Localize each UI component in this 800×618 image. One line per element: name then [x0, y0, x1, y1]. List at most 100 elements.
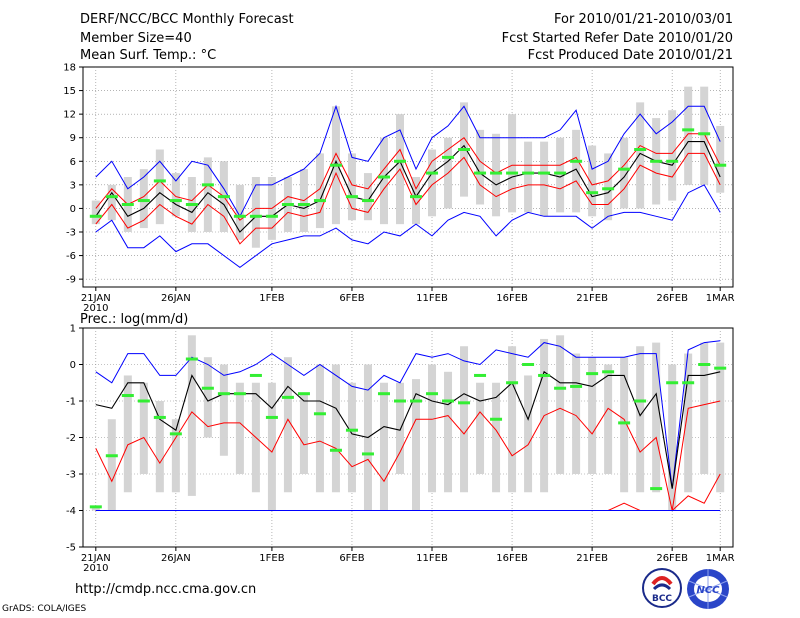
footer-url[interactable]: http://cmdp.ncc.cma.gov.cn [75, 582, 257, 597]
temp-ytick-label: 3 [70, 180, 76, 191]
prec-spread-box [139, 382, 148, 474]
prec-spread-box [235, 382, 244, 474]
temp-mean-line [95, 141, 721, 233]
temp-xtick-label: 26JAN [161, 293, 191, 304]
prec-spread-box [460, 346, 469, 493]
temp-obs-marker [345, 195, 358, 199]
temp-spread-box [155, 149, 164, 225]
temp-spread-box [315, 153, 324, 229]
temp-obs-marker [490, 171, 503, 175]
temp-ytick-label: -3 [66, 228, 76, 239]
temp-obs-marker [377, 175, 390, 179]
member-size: Member Size=40 [80, 31, 192, 46]
prec-obs-marker [714, 366, 727, 370]
prec-xtick-label: 21FEB [576, 553, 608, 564]
prec-spread-box [508, 346, 517, 493]
temp-obs-marker [634, 148, 647, 151]
temp-spread-box [684, 86, 693, 185]
forecast-period: For 2010/01/21-2010/03/01 [554, 12, 733, 27]
prec-xtick-label: 26JAN [161, 553, 191, 564]
temp-xtick-label: 21FEB [576, 293, 608, 304]
prec-obs-marker [393, 399, 406, 403]
temp-obs-marker [313, 199, 326, 203]
prec-obs-marker [281, 395, 294, 399]
temp-spread-box [251, 177, 260, 248]
prec-obs-marker [666, 381, 679, 385]
temp-spread-box [668, 110, 677, 201]
prec-spread-box [91, 506, 100, 511]
ncc-logo: NCC [685, 567, 731, 611]
temp-spread-box [412, 177, 421, 225]
temp-obs-marker [618, 167, 631, 171]
prec-spread-box [524, 375, 533, 493]
prec-obs-marker [522, 363, 535, 366]
temp-ytick-label: 12 [63, 110, 76, 121]
prec-xtick-label: 1FEB [259, 553, 284, 564]
prec-spread-box [267, 382, 276, 511]
prec-obs-marker [698, 363, 711, 366]
temp-spread-box [604, 153, 613, 221]
temp-obs-marker [329, 163, 342, 167]
temp-obs-marker [410, 195, 423, 199]
temp-obs-marker [474, 171, 487, 175]
temp-ytick-label: 18 [63, 63, 76, 74]
prec-xtick-label: 6FEB [339, 553, 364, 564]
prec-xtick-label: 26FEB [656, 553, 688, 564]
temp-spread-box [636, 102, 645, 209]
prec-spread-box [107, 419, 116, 511]
prec-ytick-label: -1 [66, 397, 76, 408]
temp-spread-box [620, 137, 629, 209]
prec-spread-box [572, 353, 581, 474]
temp-obs-marker [698, 132, 711, 136]
temp-spread-box [347, 153, 356, 221]
temp-xtick-label: 6FEB [339, 293, 364, 304]
prec-obs-marker [249, 373, 262, 377]
temp-spread-box [203, 157, 212, 232]
temp-obs-marker [586, 191, 599, 195]
prec-spread-box [187, 335, 196, 496]
prec-spread-box [123, 375, 132, 493]
prec-obs-marker [377, 392, 390, 396]
prec-spread-box [347, 382, 356, 493]
prec-obs-marker [490, 417, 503, 421]
temp-obs-marker [554, 171, 567, 175]
temp-obs-marker [506, 171, 519, 175]
prec-xtick-label: 16FEB [496, 553, 528, 564]
prec-spread-box [556, 335, 565, 474]
temp-spread-box [363, 173, 372, 221]
prec-obs-marker [538, 373, 551, 377]
prec-spread-box [219, 364, 228, 456]
prec-obs-marker [410, 399, 423, 403]
temp-obs-marker [602, 187, 615, 191]
prec-obs-marker [217, 392, 230, 396]
prec-obs-marker [570, 384, 583, 388]
prec-spread-box [700, 342, 709, 474]
started-date: Fcst Started Refer Date 2010/01/20 [501, 31, 733, 46]
temp-xtick-label: 16FEB [496, 293, 528, 304]
temp-spread-box [508, 114, 517, 213]
prec-upper-line [95, 400, 721, 511]
prec-spread-box [171, 419, 180, 493]
prec-obs-marker [506, 381, 519, 385]
temp-lower-line [95, 152, 721, 245]
prec-spread-box [652, 342, 661, 493]
temp-obs-marker [249, 214, 262, 218]
prec-spread-box [283, 357, 292, 493]
prec-spread-box [604, 364, 613, 474]
temp-obs-marker [169, 199, 182, 203]
temp-obs-marker [153, 179, 166, 183]
prec-ytick-label: -4 [66, 506, 76, 517]
temp-ytick-label: -9 [66, 275, 76, 286]
prec-spread-box [588, 357, 597, 474]
temp-obs-marker [233, 214, 246, 218]
temp-spread-box [379, 137, 388, 225]
prec-ytick-label: 1 [70, 324, 76, 335]
prec-spread-box [684, 353, 693, 493]
temp-obs-marker [217, 195, 230, 199]
prec-ytick-label: -3 [66, 470, 76, 481]
prec-spread-box [315, 364, 324, 493]
prec-ytick-label: -5 [66, 543, 76, 554]
bcc-logo: BCC [641, 567, 683, 609]
